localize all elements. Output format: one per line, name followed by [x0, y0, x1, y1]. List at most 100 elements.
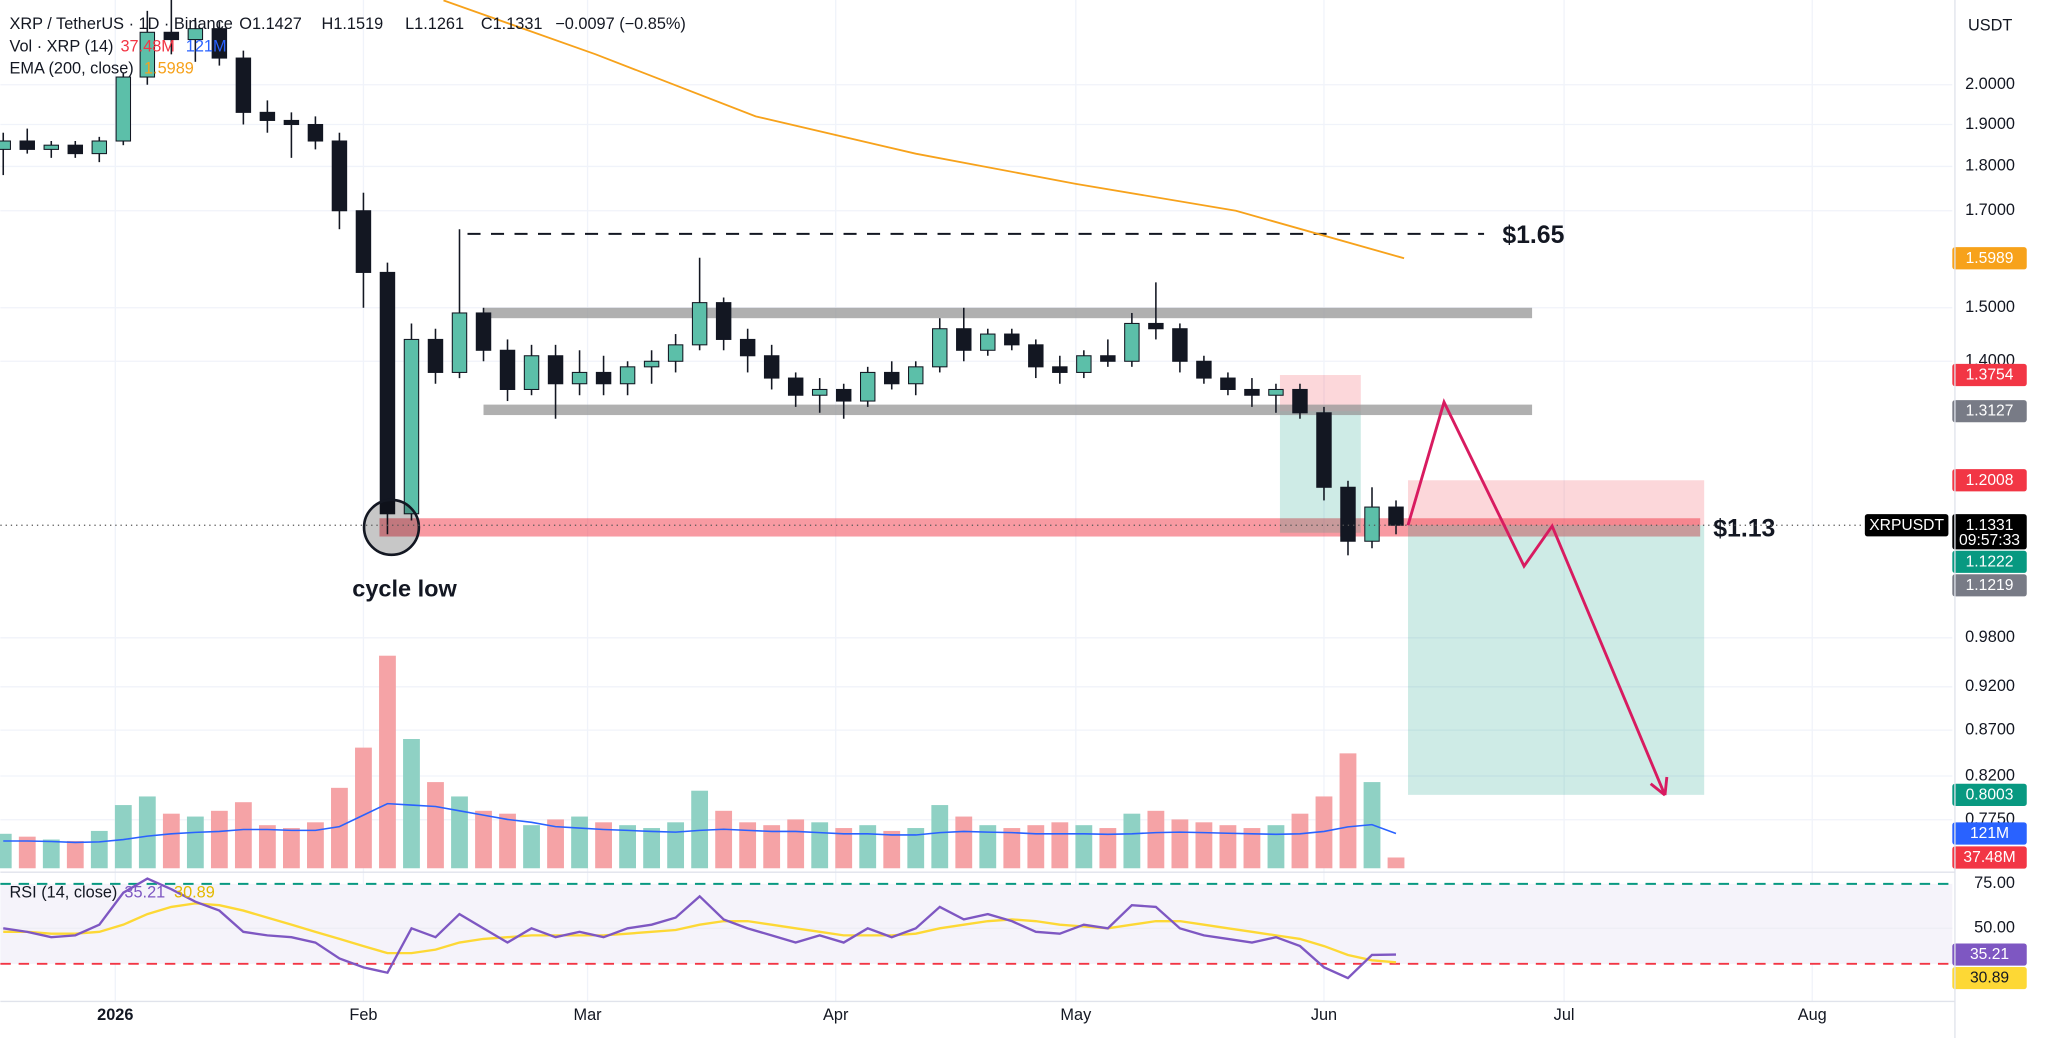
candle-body — [1148, 322, 1164, 330]
x-tick-label: May — [1060, 1006, 1092, 1024]
candle-body — [283, 119, 300, 126]
ticker-badge — [1864, 514, 1949, 537]
candle-body — [956, 328, 972, 351]
candle-body — [811, 388, 828, 396]
candle-body — [1052, 366, 1068, 373]
volume-bar — [1003, 828, 1021, 869]
volume-bar — [619, 825, 636, 869]
x-tick-label: 2026 — [97, 1006, 133, 1024]
candle-body — [139, 31, 156, 78]
candle-body — [980, 333, 996, 351]
price-badge-label: 1.2008 — [1966, 472, 2014, 489]
volume-bar — [835, 828, 853, 869]
candle-body — [643, 360, 660, 368]
volume-bar — [42, 839, 60, 869]
volume-title: Vol · XRP (14) — [10, 37, 114, 55]
x-tick-label: Apr — [823, 1006, 849, 1024]
candle-body — [667, 344, 684, 362]
candle-body — [475, 312, 492, 351]
price-badge — [1952, 469, 2027, 492]
rsi-title: RSI (14, close) — [10, 883, 118, 901]
y-tick-label: 1.8000 — [1965, 157, 2015, 175]
resistance-label: $1.65 — [1502, 222, 1564, 249]
candle-body — [163, 31, 180, 41]
candle-body — [1004, 333, 1020, 346]
volume-bar — [1147, 810, 1165, 869]
candle-body — [908, 366, 924, 385]
volume-bar — [955, 816, 973, 869]
volume-bar — [883, 830, 901, 869]
rsi-last: 35.21 — [124, 883, 165, 901]
volume-badge-label: 37.48M — [1963, 849, 2015, 866]
candle-body — [691, 302, 708, 346]
volume-bar — [210, 810, 228, 869]
price-badge — [1952, 400, 2027, 423]
y-tick-label: 0.8200 — [1965, 766, 2015, 784]
candle-body — [859, 371, 876, 402]
y-tick-label: 1.5000 — [1965, 298, 2015, 316]
volume-bar — [282, 828, 300, 869]
ema-last: 1.5989 — [144, 60, 194, 78]
volume-bar — [691, 790, 709, 869]
volume-bar — [1339, 753, 1357, 869]
candle-body — [307, 123, 324, 142]
position-risk — [1408, 480, 1705, 526]
price-badge — [1952, 574, 2027, 597]
volume-bar — [811, 822, 829, 869]
price-badge-label: 1.5989 — [1966, 250, 2014, 267]
volume-badge — [1952, 846, 2027, 869]
candle-body — [739, 338, 756, 357]
volume-last: 37.48M — [120, 37, 174, 55]
candle-body — [787, 377, 804, 396]
candle-body — [0, 140, 11, 150]
rsi-badge — [1952, 943, 2027, 966]
ohlc-low: L1.1261 — [405, 15, 464, 33]
volume-bar — [258, 825, 276, 869]
volume-bar — [1291, 813, 1309, 869]
price-badge-label: 1.3127 — [1966, 403, 2014, 420]
volume-bar — [475, 810, 492, 869]
x-tick-label: Mar — [574, 1006, 603, 1024]
candle-body — [259, 111, 276, 121]
volume-bar — [427, 782, 444, 869]
candle-body — [43, 144, 59, 150]
rsi-badge-label: 35.21 — [1970, 946, 2009, 963]
volume-bar — [1315, 796, 1333, 869]
candle-body — [715, 302, 732, 340]
symbol: XRP / TetherUS · 1D · Binance — [10, 15, 233, 33]
volume-bar — [331, 787, 348, 869]
position-reward — [1408, 525, 1705, 795]
candle-body — [571, 371, 588, 385]
candle-body — [1172, 328, 1188, 362]
range-band — [483, 404, 1533, 416]
price-badge — [1952, 247, 2027, 270]
price-badge-label: 1.3754 — [1966, 367, 2014, 384]
rsi-ma-line — [3, 902, 1397, 964]
ema-line — [443, 0, 1405, 260]
volume-bar — [859, 825, 877, 869]
candle-body — [379, 271, 396, 515]
candle-body — [1076, 355, 1092, 373]
price-badge-label: 1.1219 — [1966, 577, 2014, 594]
volume-bar — [739, 822, 757, 869]
volume-bar — [0, 833, 12, 869]
volume-ma-line — [3, 802, 1397, 844]
candle-body — [547, 355, 564, 385]
volume-bar — [595, 822, 612, 869]
y-tick-label: 0.9200 — [1965, 677, 2015, 695]
y-tick-label: 1.7000 — [1965, 201, 2015, 219]
projection-arrowhead — [1649, 782, 1666, 797]
candle-body — [211, 28, 228, 59]
volume-bar — [355, 747, 372, 869]
volume-bar — [138, 796, 156, 869]
y-tick-label: 0.9800 — [1965, 628, 2015, 646]
price-badge — [1952, 783, 2027, 806]
currency: USDT — [1968, 16, 2012, 34]
ticker-label: XRPUSDT — [1869, 517, 1944, 534]
volume-bar — [499, 813, 516, 869]
volume-bar — [307, 822, 324, 869]
ohlc-open: O1.1427 — [239, 15, 302, 33]
candle-body — [1292, 388, 1308, 414]
candle-body — [1124, 322, 1140, 362]
volume-badge-label: 121M — [1970, 825, 2009, 842]
